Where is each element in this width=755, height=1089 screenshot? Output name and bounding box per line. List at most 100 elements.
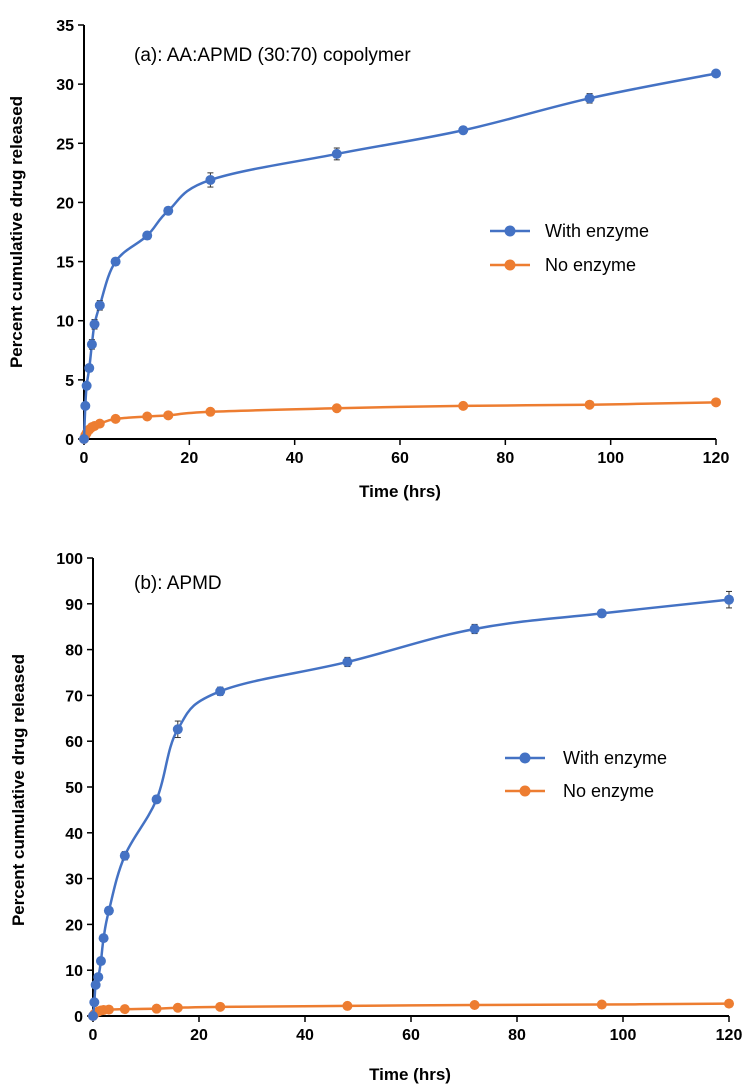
- series-no-enzyme: [79, 397, 721, 444]
- y-tick-label: 100: [56, 551, 83, 568]
- data-point: [84, 363, 95, 374]
- data-point: [94, 300, 105, 311]
- data-point: [711, 68, 721, 79]
- data-point: [80, 400, 91, 411]
- y-tick-label: 0: [74, 1009, 83, 1026]
- legend-item-with-enzyme: With enzyme: [490, 221, 649, 241]
- data-point: [89, 319, 100, 330]
- data-point: [142, 230, 153, 241]
- y-tick-label: 60: [65, 734, 83, 751]
- x-tick-label: 0: [89, 1027, 98, 1044]
- data-point: [596, 608, 607, 619]
- x-tick-label: 120: [703, 450, 730, 467]
- legend: With enzyme No enzyme: [490, 221, 649, 275]
- data-point: [342, 1000, 353, 1011]
- data-point: [205, 406, 216, 417]
- data-point: [151, 794, 162, 805]
- data-point: [151, 1003, 162, 1014]
- legend: With enzyme No enzyme: [505, 748, 667, 801]
- x-tick-label: 40: [296, 1027, 314, 1044]
- y-tick-label: 35: [56, 18, 74, 35]
- data-point: [215, 686, 226, 697]
- chart-title: (a): AA:APMD (30:70) copolymer: [134, 45, 411, 66]
- y-tick-label: 80: [65, 643, 83, 660]
- data-point: [331, 148, 342, 159]
- y-tick-label: 50: [65, 780, 83, 797]
- data-point: [110, 256, 121, 267]
- data-point: [89, 997, 100, 1008]
- y-tick-label: 70: [65, 688, 83, 705]
- data-point: [342, 656, 353, 667]
- data-point: [215, 1001, 226, 1012]
- y-tick-label: 30: [56, 77, 74, 94]
- data-point: [458, 400, 469, 411]
- y-tick-label: 10: [56, 314, 74, 331]
- x-tick-label: 120: [716, 1027, 743, 1044]
- data-point: [163, 410, 174, 421]
- y-tick-label: 40: [65, 826, 83, 843]
- axes: 0 10 20 30 40 50 60 70 80 90 100 0 20 40 60 80 100 120: [56, 551, 742, 1044]
- y-tick-label: 20: [56, 195, 74, 212]
- x-tick-label: 100: [610, 1027, 637, 1044]
- y-tick-label: 30: [65, 872, 83, 889]
- data-point: [331, 403, 342, 414]
- chart-title: (b): APMD: [134, 573, 222, 594]
- x-tick-label: 100: [597, 450, 624, 467]
- legend-label: No enzyme: [545, 255, 636, 275]
- data-point: [103, 1004, 114, 1015]
- y-axis-label: Percent cumulative drug released: [9, 654, 28, 926]
- data-point: [81, 380, 92, 391]
- legend-label: With enzyme: [563, 748, 667, 768]
- data-point: [172, 724, 183, 735]
- data-point: [205, 174, 216, 185]
- x-tick-label: 60: [391, 450, 409, 467]
- data-point: [458, 125, 469, 136]
- data-point: [724, 594, 734, 605]
- x-axis-label: Time (hrs): [369, 1065, 451, 1084]
- data-point: [469, 623, 480, 634]
- x-tick-label: 80: [508, 1027, 526, 1044]
- data-point: [584, 399, 595, 410]
- data-point: [724, 998, 734, 1009]
- data-point: [110, 413, 121, 424]
- series-with-enzyme: [88, 590, 734, 1021]
- y-tick-label: 0: [65, 432, 74, 449]
- data-point: [79, 434, 89, 444]
- x-tick-label: 20: [180, 450, 198, 467]
- data-point: [103, 905, 114, 916]
- data-point: [142, 411, 153, 422]
- y-tick-label: 10: [65, 963, 83, 980]
- y-tick-label: 20: [65, 917, 83, 934]
- data-point: [94, 418, 105, 429]
- data-point: [119, 1004, 130, 1015]
- data-point: [163, 205, 174, 216]
- data-point: [88, 1011, 98, 1021]
- data-point: [172, 1002, 183, 1013]
- chart-panel-b: (b): APMD Time (hrs) Percent cumulative …: [9, 551, 742, 1084]
- data-point: [584, 93, 595, 104]
- x-tick-label: 60: [402, 1027, 420, 1044]
- x-tick-label: 80: [496, 450, 514, 467]
- y-tick-label: 5: [65, 373, 74, 390]
- chart-panel-a: (a): AA:APMD (30:70) copolymer Time (hrs…: [7, 18, 729, 501]
- data-point: [90, 979, 101, 990]
- data-point: [119, 850, 130, 861]
- x-tick-label: 20: [190, 1027, 208, 1044]
- data-point: [86, 339, 97, 350]
- x-axis-label: Time (hrs): [359, 482, 441, 501]
- legend-label: With enzyme: [545, 221, 649, 241]
- data-point: [711, 397, 721, 408]
- series-with-enzyme: [79, 68, 721, 444]
- legend-item-with-enzyme: With enzyme: [505, 748, 667, 768]
- legend-item-no-enzyme: No enzyme: [505, 781, 654, 801]
- data-point: [93, 972, 104, 983]
- legend-label: No enzyme: [563, 781, 654, 801]
- y-tick-label: 90: [65, 597, 83, 614]
- axes: 0 5 10 15 20 25 30 35 0 20 40 60 80 100 120: [56, 18, 729, 467]
- data-point: [98, 933, 109, 944]
- data-point: [469, 1000, 480, 1011]
- legend-item-no-enzyme: No enzyme: [490, 255, 636, 275]
- x-tick-label: 0: [80, 450, 89, 467]
